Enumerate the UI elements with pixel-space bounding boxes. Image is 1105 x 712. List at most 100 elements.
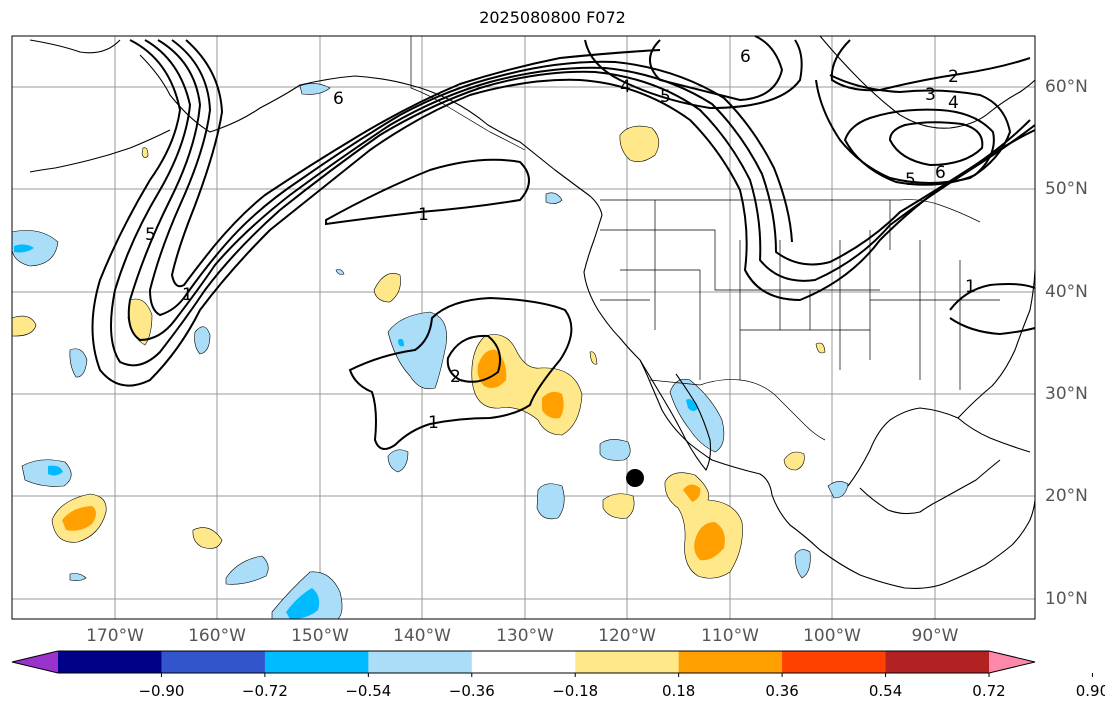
colorbar-segment — [782, 651, 887, 673]
lat-label-20n: 20°N — [1045, 486, 1088, 506]
lat-label-60n: 60°N — [1045, 77, 1088, 97]
contour-label: 5 — [905, 170, 916, 190]
negative-region — [387, 449, 409, 473]
contour-label: 6 — [935, 163, 946, 183]
canada-hudson — [819, 35, 1036, 129]
east-coast — [957, 269, 1036, 419]
contour-line — [949, 283, 1036, 336]
colorbar-tick-label: 0.18 — [661, 682, 696, 700]
negative-region — [599, 439, 631, 461]
negative-core — [286, 588, 320, 619]
contour-label: 6 — [740, 47, 751, 67]
positive-region — [141, 147, 149, 158]
colorbar — [11, 650, 1093, 677]
contour-label: 4 — [948, 93, 959, 113]
positive-region — [664, 472, 743, 579]
alaska-coast — [29, 39, 603, 216]
contour-label: 1 — [965, 277, 976, 297]
contour-line — [170, 39, 661, 288]
colorbar-tick-label: −0.54 — [345, 682, 392, 700]
contour-label: 5 — [145, 225, 156, 245]
map-frame — [11, 35, 1036, 620]
lon-label-90w: 90°W — [911, 626, 959, 646]
location-marker — [626, 469, 644, 487]
gulf-coast — [847, 407, 1031, 515]
lon-label-130w: 130°W — [496, 626, 554, 646]
contour-label: 3 — [925, 85, 936, 105]
contour-line — [888, 121, 984, 167]
negative-core — [686, 399, 698, 411]
contour-line — [830, 39, 1031, 92]
positive-core — [62, 506, 96, 531]
positive-region — [373, 273, 401, 303]
contour-line — [148, 39, 793, 317]
colorbar-segment — [161, 651, 266, 673]
coastlines — [29, 35, 1036, 589]
lat-label-40n: 40°N — [1045, 282, 1088, 302]
contour-line — [127, 39, 1036, 342]
contour-label: 6 — [333, 89, 344, 109]
colorbar-tick-label: 0.54 — [868, 682, 903, 700]
lon-label-100w: 100°W — [803, 626, 861, 646]
negative-core — [14, 244, 34, 253]
contour-label: 1 — [418, 205, 429, 225]
contours — [91, 35, 1036, 450]
us-mexico-border — [649, 379, 826, 441]
baja — [639, 359, 712, 471]
colorbar-segment — [58, 651, 162, 673]
negative-region — [545, 192, 563, 204]
contour-line — [843, 108, 995, 186]
negative-region — [387, 311, 447, 390]
negative-region — [827, 481, 849, 499]
colorbar-outline — [11, 650, 1036, 674]
positive-region — [589, 351, 598, 365]
positive-core — [542, 391, 564, 419]
contour-line — [649, 35, 784, 102]
colorbar-segment — [368, 651, 473, 673]
colorbar-tick-label: −0.90 — [138, 682, 185, 700]
contour-line — [91, 39, 1031, 387]
negative-region — [335, 269, 345, 275]
colorbar-segment — [264, 651, 369, 673]
negative-region — [794, 549, 811, 579]
negative-core — [398, 338, 404, 347]
map-background — [12, 36, 1035, 619]
negative-region — [11, 230, 59, 267]
lat-label-30n: 30°N — [1045, 384, 1088, 404]
contour-labels: 1 1 1 1 2 2 3 4 4 5 5 5 6 6 6 — [145, 47, 976, 433]
alaska-canada-border — [410, 36, 526, 151]
lat-label-10n: 10°N — [1045, 589, 1088, 609]
lon-label-170w: 170°W — [86, 626, 144, 646]
colorbar-tick-label: 0.36 — [765, 682, 799, 700]
colorbar-extend-low — [12, 651, 58, 673]
colorbar-segment — [885, 651, 990, 673]
contour-label: 1 — [428, 413, 439, 433]
central-america — [947, 499, 1036, 583]
positive-region — [619, 125, 660, 162]
contour-line — [815, 74, 1012, 184]
negative-region — [69, 573, 87, 581]
negative-region — [669, 378, 725, 453]
contour-line — [325, 158, 530, 226]
contour-label: 5 — [660, 87, 671, 107]
lon-label-140w: 140°W — [393, 626, 451, 646]
negative-region — [69, 348, 88, 378]
contour-line — [348, 296, 573, 450]
positive-core — [694, 522, 725, 561]
contour-label: 4 — [620, 77, 631, 97]
positive-core — [683, 484, 701, 502]
lon-label-110w: 110°W — [701, 626, 759, 646]
colorbar-segment — [678, 651, 783, 673]
map-title: 2025080800 F072 — [479, 8, 626, 27]
colorbar-tick-label: 0.90 — [1075, 682, 1105, 700]
colorbar-segment — [471, 651, 576, 673]
positive-region — [815, 342, 826, 354]
lat-label-50n: 50°N — [1045, 179, 1088, 199]
alaska-peninsula — [29, 129, 171, 173]
colorbar-tick-label: −0.36 — [448, 682, 495, 700]
contour-line — [446, 334, 501, 383]
negative-region — [536, 483, 565, 520]
negative-region — [21, 459, 72, 487]
positive-region — [11, 315, 37, 337]
